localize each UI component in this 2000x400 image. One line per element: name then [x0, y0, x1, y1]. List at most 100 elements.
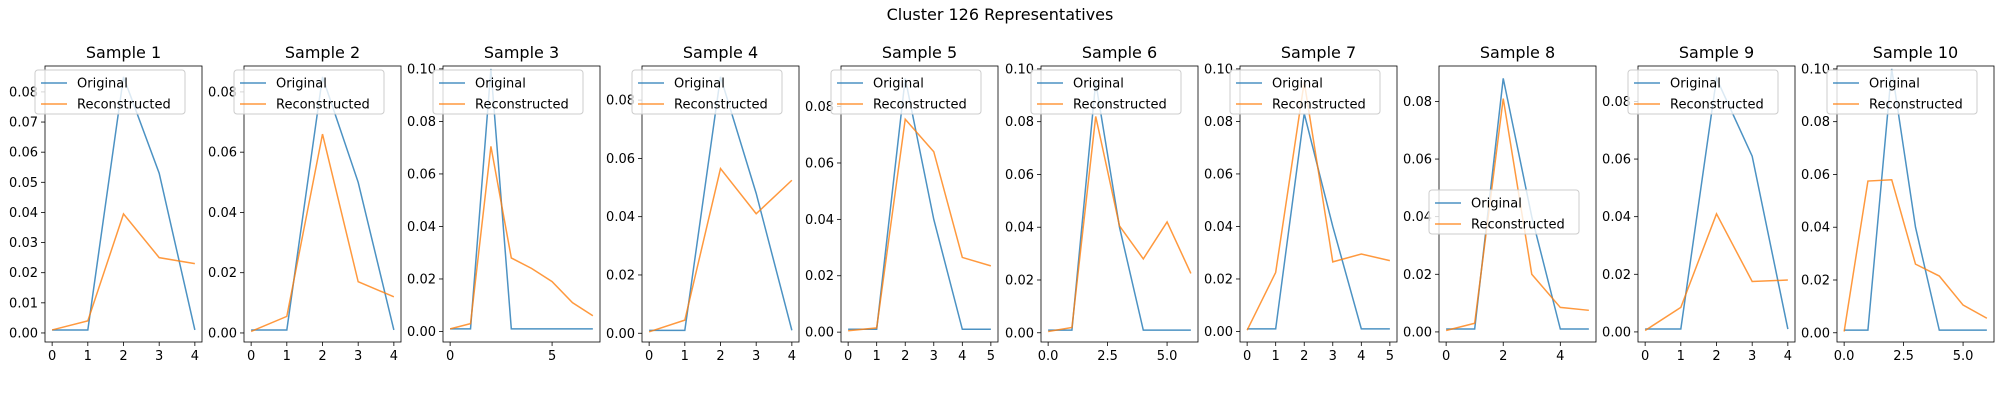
series-line-reconstructed	[250, 133, 395, 333]
legend-label-original: Original	[276, 77, 327, 92]
y-tick-label: 0.07	[9, 116, 38, 131]
legend-label-reconstructed: Reconstructed	[1869, 98, 1963, 113]
y-tick-label: 0.08	[407, 115, 436, 130]
series-line-original	[450, 68, 593, 330]
x-tick-label: 2	[1712, 349, 1720, 364]
panel-title: Sample 5	[882, 43, 957, 62]
x-tick-label: 1	[1272, 349, 1280, 364]
y-tick-label: 0.04	[1801, 221, 1830, 236]
axes-frame	[442, 65, 601, 343]
y-tick-label: 0.08	[1005, 115, 1034, 130]
x-tick-label: 0.0	[1038, 349, 1059, 364]
y-tick-label: 0.04	[805, 213, 834, 228]
x-tick-label: 2	[318, 349, 326, 364]
chart-panel: Sample 10 0.0 2.5 5.0 0.00 0.02 0.04 0.06 0.08 0.…	[1801, 43, 1995, 364]
x-tick-label: 4	[788, 349, 796, 364]
x-tick-label: 2	[1300, 349, 1308, 364]
y-tick-label: 0.00	[1602, 325, 1631, 340]
x-tick-label: 2	[1499, 349, 1507, 364]
x-tick-label: 3	[1329, 349, 1337, 364]
y-tick-label: 0.10	[1005, 62, 1034, 77]
x-tick-label: 2.5	[1097, 349, 1118, 364]
y-tick-label: 0.02	[9, 266, 38, 281]
y-tick-label: 0.08	[1801, 115, 1830, 130]
axes-frame	[243, 65, 402, 343]
legend-label-original: Original	[1272, 77, 1323, 92]
x-tick-label: 1	[84, 349, 92, 364]
legend-label-original: Original	[475, 77, 526, 92]
y-tick-label: 0.06	[1403, 153, 1432, 168]
x-tick-label: 0	[1442, 349, 1450, 364]
y-tick-label: 0.04	[1204, 220, 1233, 235]
chart-panel: Sample 40 1 2 3 40.000.020.040.060.08Origina…	[606, 43, 800, 364]
panel-title: Sample 2	[285, 43, 360, 62]
legend-label-reconstructed: Reconstructed	[1471, 218, 1565, 233]
y-tick-label: 0.00	[1403, 325, 1432, 340]
figure-title: Cluster 126 Representatives	[887, 5, 1114, 24]
y-tick-label: 0.00	[805, 326, 834, 341]
series-line-original	[1048, 81, 1191, 331]
legend-label-reconstructed: Reconstructed	[77, 98, 171, 113]
legend: Original Reconstructed	[1030, 69, 1182, 115]
axes-frame	[44, 65, 203, 343]
legend: Original Reconstructed	[631, 69, 783, 115]
panel-title: Sample 1	[86, 43, 161, 62]
series-line-original	[848, 78, 991, 331]
axes-frame	[641, 65, 800, 343]
panel-title: Sample 7	[1281, 43, 1356, 62]
y-tick-label: 0.02	[1602, 268, 1631, 283]
x-tick-label: 3	[354, 349, 362, 364]
x-tick-label: 3	[930, 349, 938, 364]
y-tick-label: 0.06	[9, 146, 38, 161]
legend: Original Reconstructed	[1229, 69, 1381, 115]
x-tick-label: 0	[446, 349, 454, 364]
x-tick-label: 1	[873, 349, 881, 364]
y-tick-label: 0.06	[407, 167, 436, 182]
y-tick-label: 0.00	[1801, 326, 1830, 341]
x-tick-label: 0.0	[1834, 349, 1855, 364]
y-tick-label: 0.08	[1403, 95, 1432, 110]
y-tick-label: 0.03	[9, 236, 38, 251]
y-tick-label: 0.02	[208, 266, 237, 281]
y-tick-label: 0.06	[606, 152, 635, 167]
x-tick-label: 3	[155, 349, 163, 364]
series-line-original	[1844, 68, 1987, 331]
legend-label-original: Original	[1670, 77, 1721, 92]
x-tick-label: 0	[645, 349, 653, 364]
x-tick-label: 5.0	[1157, 349, 1178, 364]
y-tick-label: 0.02	[1204, 272, 1233, 287]
x-tick-label: 4	[390, 349, 398, 364]
chart-panel: Sample 6 0.0 2.5 5.0 0.00 0.02 0.04 0.06 0.08 0.1…	[1005, 43, 1199, 364]
y-tick-label: 0.00	[606, 327, 635, 342]
x-tick-label: 5	[1386, 349, 1394, 364]
y-tick-label: 0.04	[606, 210, 635, 225]
y-tick-label: 0.04	[1005, 221, 1034, 236]
y-tick-label: 0.05	[9, 176, 38, 191]
legend-label-reconstructed: Reconstructed	[1073, 98, 1167, 113]
legend-label-reconstructed: Reconstructed	[674, 98, 768, 113]
legend-label-original: Original	[674, 77, 725, 92]
panel-title: Sample 6	[1082, 43, 1157, 62]
series-line-original	[1446, 78, 1589, 330]
legend-label-reconstructed: Reconstructed	[1670, 98, 1764, 113]
y-tick-label: 0.10	[1204, 62, 1233, 77]
legend: Original Reconstructed	[34, 69, 186, 115]
y-tick-label: 0.06	[1801, 168, 1830, 183]
legend: Original Reconstructed	[233, 69, 385, 115]
legend-label-original: Original	[77, 77, 128, 92]
y-tick-label: 0.04	[208, 206, 237, 221]
legend-box	[1229, 69, 1381, 115]
x-tick-label: 1	[1677, 349, 1685, 364]
chart-panel: Sample 8 0 2 4 0.00 0.02 0.04 0.06 0.08 Original R…	[1403, 43, 1597, 364]
y-tick-label: 0.00	[407, 325, 436, 340]
y-tick-label: 0.08	[208, 85, 237, 100]
x-tick-label: 4	[1357, 349, 1365, 364]
x-tick-label: 4	[1784, 349, 1792, 364]
chart-panel: Sample 70 1 2 3 4 50.000.020.040.060.080.10Or…	[1204, 43, 1398, 364]
legend-label-original: Original	[1869, 77, 1920, 92]
x-tick-label: 1	[681, 349, 689, 364]
x-tick-label: 0	[844, 349, 852, 364]
x-tick-label: 4	[191, 349, 199, 364]
panel-title: Sample 4	[683, 43, 758, 62]
y-tick-label: 0.06	[805, 156, 834, 171]
